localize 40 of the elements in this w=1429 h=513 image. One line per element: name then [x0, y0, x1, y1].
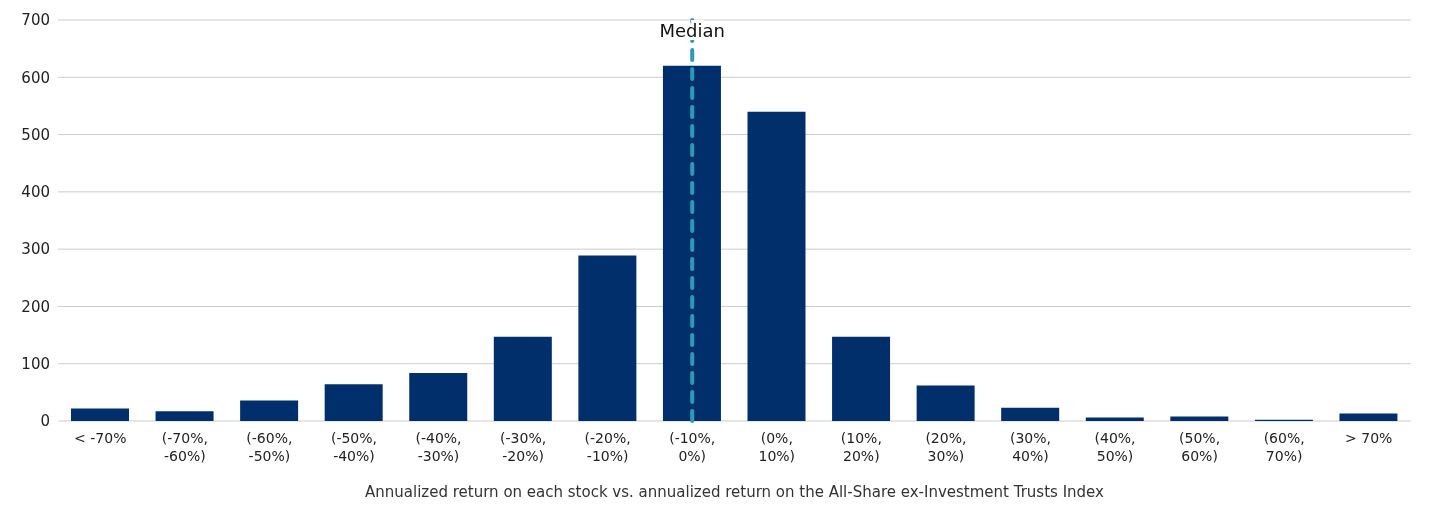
- x-tick-label: (10%, 20%): [840, 430, 882, 464]
- y-tick-label: 600: [21, 68, 50, 87]
- bar: [578, 255, 637, 421]
- y-tick-label: 700: [21, 11, 50, 30]
- x-tick-label: (20%, 30%): [925, 430, 967, 464]
- bar: [155, 411, 214, 421]
- x-tick-label: (-10%, 0%): [669, 430, 716, 464]
- x-tick-label: (-30%, -20%): [500, 430, 547, 464]
- x-tick-label: (-70%, -60%): [161, 430, 208, 464]
- bar: [662, 65, 721, 421]
- x-tick-label: (50%, 60%): [1179, 430, 1221, 464]
- x-tick-label: (60%, 70%): [1263, 430, 1305, 464]
- x-tick-label: (-40%, -30%): [415, 430, 462, 464]
- bar: [240, 400, 299, 421]
- bar: [747, 111, 806, 421]
- x-axis-title: Annualized return on each stock vs. annualized return on the All-Share ex-Investment Trusts Index: [365, 483, 1105, 501]
- y-tick-label: 100: [21, 355, 50, 374]
- bar: [1170, 416, 1229, 421]
- x-tick-label: > 70%: [1345, 430, 1393, 446]
- x-tick-label: (-50%, -40%): [330, 430, 378, 464]
- x-tick-label: (0%, 10%): [758, 430, 796, 464]
- ref-line-label: Median: [659, 19, 725, 41]
- y-tick-label: 500: [21, 125, 50, 144]
- bar: [71, 408, 129, 421]
- bar: [1001, 407, 1060, 421]
- x-tick-label: (-20%, -10%): [584, 430, 631, 464]
- y-tick-label: 300: [21, 240, 50, 259]
- y-tick-label: 200: [21, 297, 50, 316]
- bar: [1339, 413, 1398, 421]
- y-tick-label: 400: [21, 183, 50, 202]
- x-tick-label: (-60%, -50%): [246, 430, 293, 464]
- x-tick-label: (30%, 40%): [1009, 430, 1051, 464]
- y-tick-label: 0: [40, 412, 50, 431]
- bar: [832, 336, 891, 421]
- bar: [409, 372, 468, 421]
- bar: [324, 384, 383, 421]
- x-tick-label: < -70%: [74, 430, 127, 446]
- bar: [493, 336, 552, 421]
- x-tick-label: (40%, 50%): [1094, 430, 1136, 464]
- bar: [916, 385, 975, 421]
